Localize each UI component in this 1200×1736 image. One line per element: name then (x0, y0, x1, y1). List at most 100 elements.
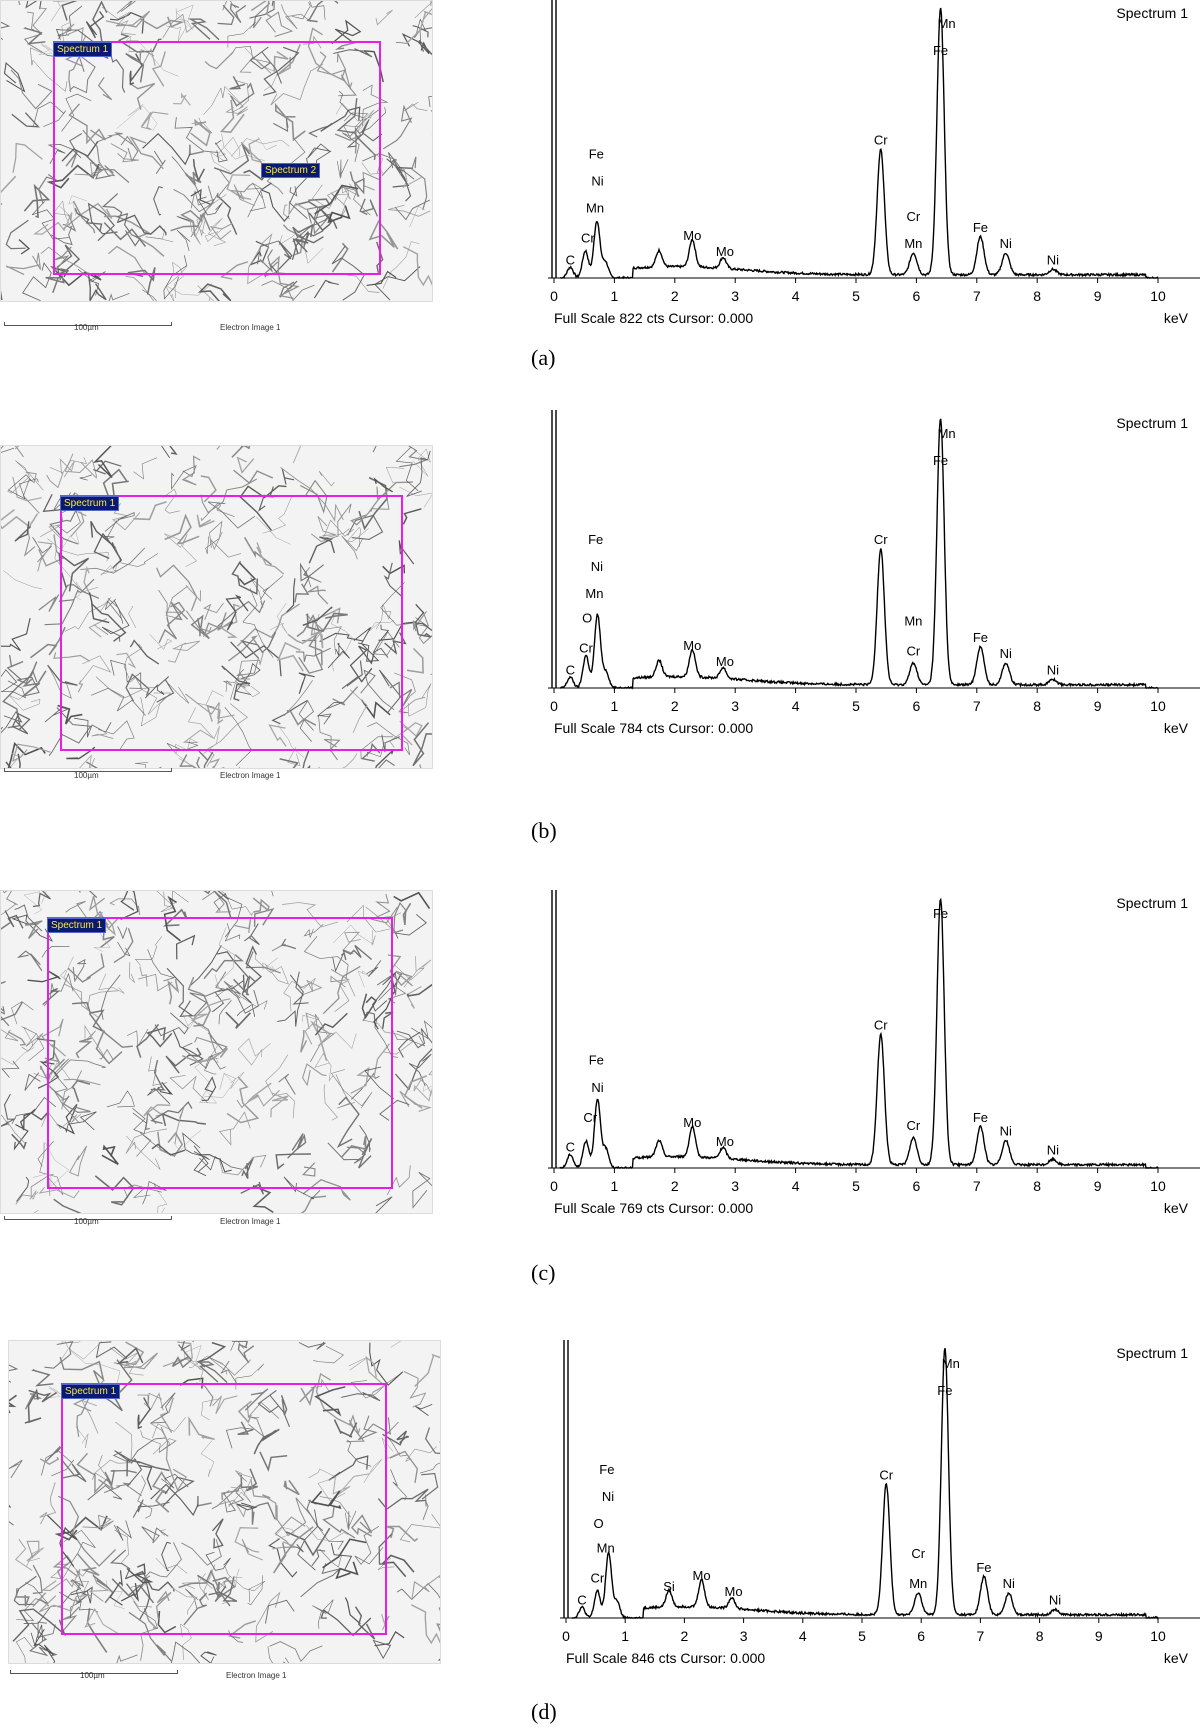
surface-crack (57, 5, 83, 37)
surface-crack (27, 970, 61, 983)
surface-crack (414, 1353, 440, 1387)
spectrum-line (559, 7, 1159, 280)
surface-crack (146, 1026, 173, 1048)
x-tick-label: 2 (681, 1628, 689, 1644)
surface-crack (231, 1341, 248, 1348)
surface-crack (403, 1371, 427, 1408)
surface-crack (88, 1572, 109, 1602)
peak-label: Mn (586, 201, 604, 216)
surface-crack (241, 1538, 263, 1561)
surface-crack (381, 734, 401, 753)
surface-crack (252, 1184, 274, 1213)
peak-label: Cr (907, 643, 921, 658)
electron-image-c: Spectrum 1 (0, 890, 433, 1214)
surface-crack (402, 246, 432, 287)
surface-crack (64, 597, 111, 632)
surface-crack (276, 1497, 311, 1537)
x-tick-label: 8 (1033, 698, 1041, 714)
surface-crack (402, 902, 412, 926)
surface-crack (75, 1426, 89, 1448)
spectrum-region-1-d (61, 1383, 387, 1635)
surface-crack (1, 446, 24, 458)
peak-label: Ni (591, 559, 603, 574)
surface-crack (219, 261, 249, 280)
surface-crack (394, 964, 425, 988)
surface-crack (302, 1178, 351, 1201)
spectrum-line (559, 418, 1158, 690)
surface-crack (314, 1386, 346, 1417)
surface-crack (170, 212, 211, 232)
x-tick-label: 3 (740, 1628, 748, 1644)
surface-crack (200, 1651, 217, 1663)
surface-crack (233, 184, 255, 207)
surface-crack (395, 446, 419, 492)
surface-crack (350, 1514, 373, 1537)
x-tick-label: 0 (550, 1178, 558, 1194)
surface-crack (190, 764, 240, 768)
surface-crack (1, 710, 23, 734)
peak-label: O (593, 1516, 603, 1531)
surface-crack (53, 652, 91, 662)
surface-crack (306, 1525, 348, 1541)
surface-crack (117, 926, 128, 940)
surface-crack (303, 924, 324, 938)
surface-crack (152, 1417, 186, 1439)
surface-crack (296, 613, 323, 666)
surface-crack (70, 1586, 93, 1605)
surface-crack (28, 1389, 57, 1403)
surface-crack (184, 1588, 199, 1610)
surface-crack (43, 972, 74, 1007)
surface-crack (235, 662, 261, 696)
surface-crack (75, 1037, 93, 1059)
surface-crack (249, 1, 275, 19)
surface-crack (411, 156, 428, 210)
surface-crack (292, 1, 311, 20)
electron-image-d: Spectrum 1 (8, 1340, 441, 1664)
surface-crack (318, 753, 358, 768)
x-axis-unit: keV (1164, 310, 1189, 326)
surface-crack (319, 1548, 343, 1568)
surface-crack (181, 1047, 229, 1063)
surface-crack (104, 511, 135, 532)
surface-crack (276, 641, 304, 672)
surface-crack (399, 1513, 440, 1543)
surface-crack (424, 1427, 440, 1454)
surface-crack (224, 1565, 266, 1603)
surface-crack (1, 1047, 35, 1065)
surface-crack (231, 138, 290, 157)
peak-label: Cr (874, 532, 888, 547)
surface-crack (229, 75, 246, 90)
surface-crack (399, 696, 426, 714)
x-tick-label: 1 (621, 1628, 629, 1644)
surface-crack (206, 703, 248, 767)
surface-crack (14, 904, 43, 932)
surface-crack (127, 1028, 149, 1048)
surface-crack (44, 1341, 74, 1369)
surface-crack (188, 1416, 215, 1441)
surface-crack (412, 25, 429, 38)
surface-crack (370, 893, 398, 924)
surface-crack (314, 1012, 348, 1036)
surface-crack (389, 724, 408, 748)
surface-crack (318, 470, 335, 487)
surface-crack (30, 47, 68, 92)
surface-crack (11, 914, 54, 942)
surface-crack (5, 264, 41, 276)
surface-crack (402, 508, 422, 525)
peak-label: Mn (585, 586, 603, 601)
surface-crack (330, 968, 350, 988)
surface-crack (256, 542, 285, 575)
surface-crack (298, 699, 314, 742)
surface-crack (215, 136, 241, 158)
surface-crack (301, 1063, 327, 1087)
surface-crack (395, 1048, 432, 1091)
surface-crack (306, 1499, 324, 1532)
surface-crack (250, 1478, 277, 1521)
x-tick-label: 1 (611, 288, 619, 304)
surface-crack (7, 741, 46, 768)
surface-crack (38, 1186, 80, 1199)
surface-crack (287, 1133, 307, 1159)
peak-label: Ni (1049, 1592, 1061, 1607)
surface-crack (14, 521, 32, 542)
surface-crack (278, 1073, 296, 1095)
